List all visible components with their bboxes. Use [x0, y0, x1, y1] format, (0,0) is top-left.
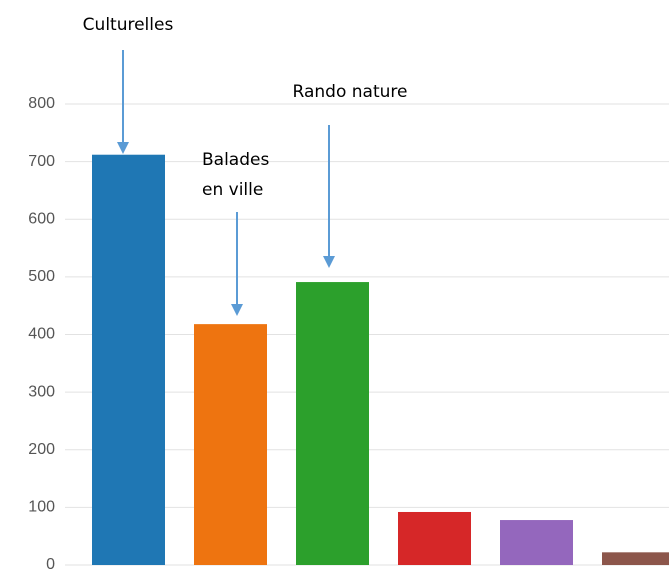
bar: [500, 520, 573, 565]
y-tick-label: 200: [28, 441, 55, 458]
bar: [296, 282, 369, 565]
y-tick-label: 400: [28, 326, 55, 343]
bar: [194, 324, 267, 565]
bars: [92, 154, 669, 565]
arrow-head: [323, 256, 335, 268]
annotation: Rando nature: [293, 82, 408, 102]
bar: [92, 154, 165, 565]
bar: [398, 511, 471, 565]
grid: 0 100 200 300 400 500 600 700 800: [28, 95, 669, 570]
annotation: Balades en ville: [202, 150, 269, 200]
y-tick-label: 300: [28, 383, 55, 400]
arrow-head: [231, 304, 243, 316]
y-tick-label: 0: [46, 556, 55, 570]
y-tick-label: 700: [28, 153, 55, 170]
y-tick-label: 600: [28, 210, 55, 227]
arrow-head: [117, 142, 129, 154]
y-tick-label: 800: [28, 95, 55, 112]
annotation: Culturelles: [83, 15, 174, 35]
bar: [602, 552, 669, 565]
y-tick-label: 500: [28, 268, 55, 285]
y-tick-label: 100: [28, 499, 55, 516]
